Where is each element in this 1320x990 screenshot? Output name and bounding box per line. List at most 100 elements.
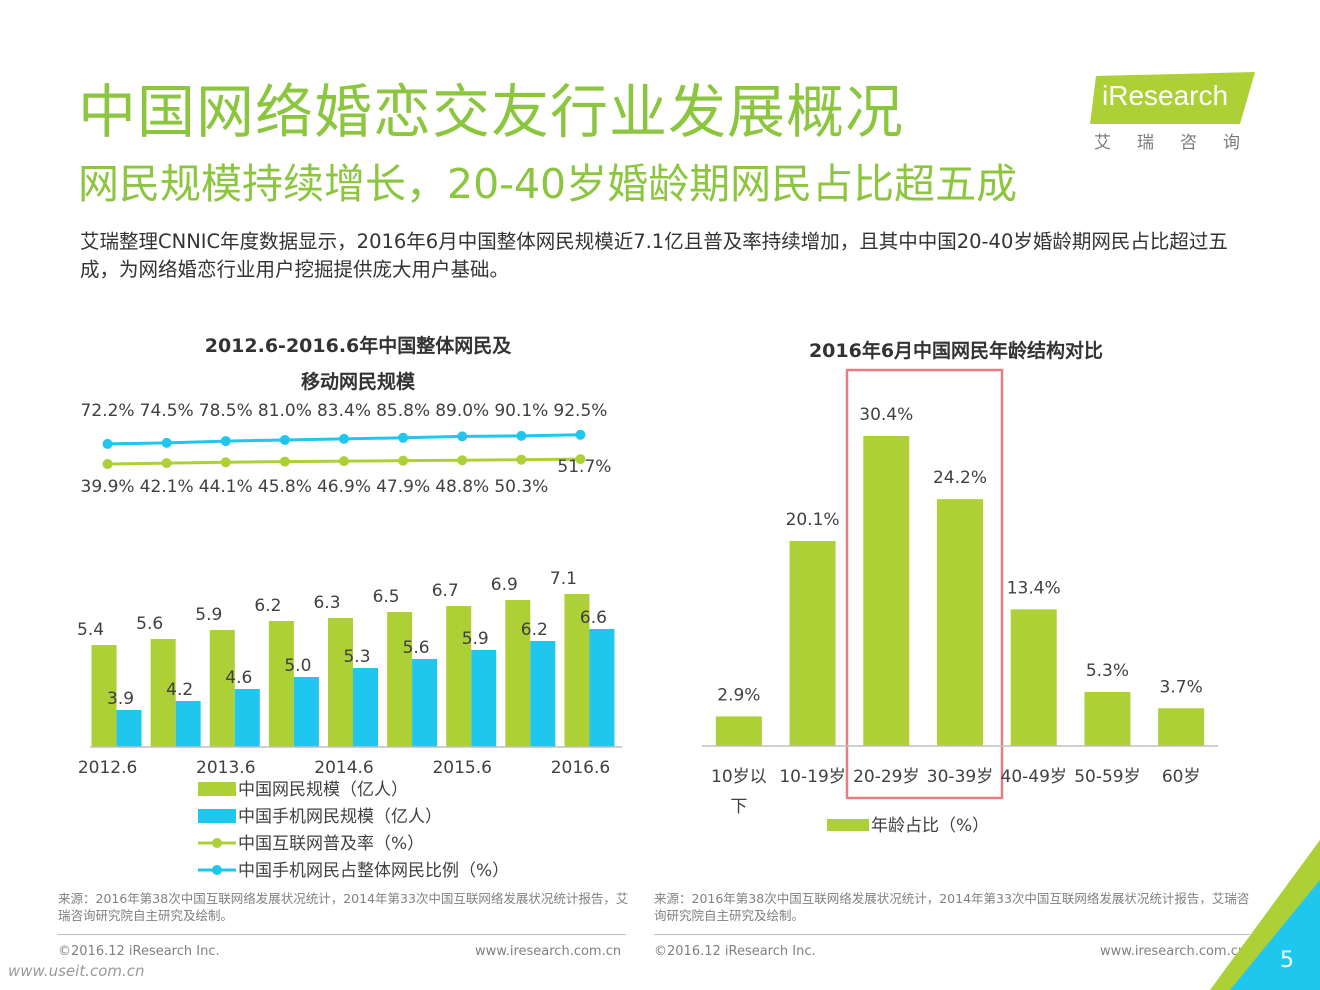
chart-title: 2016年6月中国网民年龄结构对比 xyxy=(809,339,1103,362)
bar-mobile-users xyxy=(175,701,201,747)
bar-mobile-users xyxy=(471,650,497,747)
bar-total-users xyxy=(505,600,531,747)
x-tick-label: 30-39岁 xyxy=(927,767,993,787)
bar-label-total: 6.7 xyxy=(432,581,459,601)
bar-label-total: 6.5 xyxy=(373,587,400,607)
corner-decoration-icon xyxy=(1210,840,1320,990)
bar-label-total: 6.2 xyxy=(254,596,281,616)
legend-label: 中国手机网民占整体网民比例（%） xyxy=(238,861,509,881)
copyright-right: ©2016.12 iResearch Inc. xyxy=(654,944,816,959)
point-penetration-rate xyxy=(279,456,290,467)
bar-age-share xyxy=(789,540,836,746)
legend-label: 中国互联网普及率（%） xyxy=(238,834,424,854)
x-tick-label: 50-59岁 xyxy=(1074,767,1140,787)
logo-text: iResearch xyxy=(1102,80,1229,111)
legend-label: 年龄占比（%） xyxy=(871,816,989,836)
x-tick-label: 2015.6 xyxy=(432,758,491,778)
bar-label-total: 5.4 xyxy=(77,620,104,640)
bar-label-mobile: 5.3 xyxy=(343,647,370,667)
highlight-box xyxy=(845,368,1004,800)
bar-label: 30.4% xyxy=(859,405,913,425)
logo-banner-icon xyxy=(1090,72,1255,124)
label-mobile-ratio: 85.8% xyxy=(376,401,430,421)
bar-total-users xyxy=(328,618,353,747)
bar-mobile-users xyxy=(116,710,142,747)
bar-label-mobile: 5.0 xyxy=(284,656,311,676)
bar-label-total: 6.9 xyxy=(491,575,518,595)
bar-age-share xyxy=(937,499,983,746)
copyright-left: ©2016.12 iResearch Inc. xyxy=(58,944,220,959)
label-penetration-rate: 48.8% xyxy=(435,477,489,497)
website-link-right[interactable]: www.iresearch.com.cn xyxy=(1100,944,1247,959)
point-penetration-rate xyxy=(339,456,349,467)
label-penetration-rate: 39.9% xyxy=(81,477,135,497)
point-mobile-ratio xyxy=(220,436,231,447)
point-penetration-rate xyxy=(220,457,231,468)
legend-label: 中国手机网民规模（亿人） xyxy=(238,807,442,827)
bar-total-users xyxy=(387,612,413,747)
legend-marker xyxy=(212,865,222,875)
bar-mobile-users xyxy=(412,659,438,747)
x-tick-label: 60岁 xyxy=(1162,767,1201,787)
bar-age-share xyxy=(1158,708,1205,746)
bar-age-share xyxy=(715,716,762,746)
x-tick-label: 下 xyxy=(730,797,747,817)
x-tick-label: 40-49岁 xyxy=(1001,767,1067,787)
bar-label: 24.2% xyxy=(933,468,987,488)
bar-label-total: 5.9 xyxy=(195,605,222,625)
bar-total-users xyxy=(209,630,235,747)
bar-label-mobile: 6.2 xyxy=(521,620,548,640)
bar-label-total: 5.6 xyxy=(136,614,163,634)
bar-age-share xyxy=(1010,609,1057,746)
bar-mobile-users xyxy=(353,668,378,747)
point-penetration-rate xyxy=(398,455,409,466)
legend-swatch xyxy=(827,819,869,831)
bar-label: 5.3% xyxy=(1086,661,1129,681)
label-mobile-ratio: 83.4% xyxy=(317,401,371,421)
point-mobile-ratio xyxy=(398,432,409,443)
point-penetration-rate xyxy=(575,454,586,465)
page-title: 中国网络婚恋交友行业发展概况 xyxy=(78,78,905,146)
point-mobile-ratio xyxy=(279,434,290,445)
website-link-left[interactable]: www.iresearch.com.cn xyxy=(475,944,622,959)
bar-label-mobile: 5.9 xyxy=(462,629,489,649)
point-penetration-rate xyxy=(102,459,113,470)
x-tick-label: 10岁以 xyxy=(711,767,767,787)
chart-title-line2: 移动网民规模 xyxy=(301,370,416,393)
bar-label-mobile: 5.6 xyxy=(403,638,430,658)
footer-divider-right xyxy=(654,934,1250,935)
footer-divider-left xyxy=(58,934,626,935)
bar-mobile-users xyxy=(293,677,319,747)
x-tick-label: 2012.6 xyxy=(78,758,137,778)
page-number: 5 xyxy=(1280,948,1294,973)
x-tick-label: 2016.6 xyxy=(551,758,610,778)
bar-label-total: 7.1 xyxy=(550,569,577,589)
point-mobile-ratio xyxy=(575,429,586,440)
label-penetration-rate: 51.7% xyxy=(557,457,611,477)
source-note-right: 来源：2016年第38次中国互联网络发展状况统计，2014年第33次中国互联网络… xyxy=(654,891,1250,923)
bar-label-total: 6.3 xyxy=(313,593,340,613)
point-penetration-rate xyxy=(457,455,468,466)
legend-label: 中国网民规模（亿人） xyxy=(238,780,408,800)
x-tick-label: 2014.6 xyxy=(314,758,373,778)
bar-total-users xyxy=(150,639,176,747)
bar-age-share xyxy=(1084,691,1131,746)
point-mobile-ratio xyxy=(516,430,527,441)
bar-label: 2.9% xyxy=(717,685,760,705)
label-penetration-rate: 47.9% xyxy=(376,477,430,497)
bar-label: 3.7% xyxy=(1160,677,1203,697)
point-mobile-ratio xyxy=(339,433,349,444)
label-mobile-ratio: 72.2% xyxy=(81,401,135,421)
point-penetration-rate xyxy=(516,454,527,465)
page-subtitle: 网民规模持续增长，20-40岁婚龄期网民占比超五成 xyxy=(78,160,1018,208)
description-text: 艾瑞整理CNNIC年度数据显示，2016年6月中国整体网民规模近7.1亿且普及率… xyxy=(80,230,1228,281)
bar-mobile-users xyxy=(234,689,260,747)
x-tick-label: 10-19岁 xyxy=(779,767,845,787)
logo-cn-text: 艾瑞咨询 xyxy=(1094,133,1266,153)
bar-label-mobile: 4.2 xyxy=(166,680,193,700)
bar-total-users xyxy=(91,645,117,747)
iresearch-logo: iResearch 艾瑞咨询 xyxy=(1090,70,1260,160)
point-mobile-ratio xyxy=(457,431,468,442)
